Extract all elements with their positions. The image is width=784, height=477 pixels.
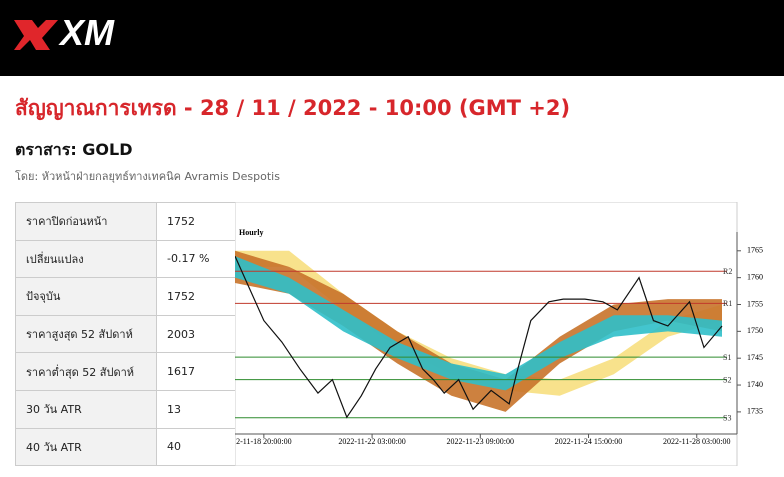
y-tick-label: 1745 bbox=[747, 353, 763, 362]
logo-icon bbox=[14, 20, 58, 50]
table-row: 30 วัน ATR 13 bbox=[15, 389, 236, 429]
table-cell: 1752 bbox=[156, 202, 236, 241]
table-cell: -0.17 % bbox=[156, 239, 236, 279]
level-label: S1 bbox=[723, 353, 731, 362]
table-row: เปลี่ยนแปลง -0.17 % bbox=[15, 239, 236, 279]
table-cell: 40 วัน ATR bbox=[15, 427, 157, 467]
table-cell: 1617 bbox=[156, 352, 236, 391]
y-tick-label: 1750 bbox=[747, 326, 763, 335]
chart: Hourly R2 R1 S1 S2 S3 1735 1740 1745 1750 1755 176… bbox=[235, 202, 763, 466]
logo[interactable]: XM bbox=[60, 12, 114, 53]
level-label: R1 bbox=[723, 299, 732, 308]
table-row: 40 วัน ATR 40 bbox=[15, 427, 236, 467]
stats-table: ราคาปิดก่อนหน้า 1752 เปลี่ยนแปลง -0.17 % ปัจ… bbox=[15, 202, 236, 467]
table-row: ราคาต่ำสุด 52 สัปดาห์ 1617 bbox=[15, 352, 236, 391]
level-label: S2 bbox=[723, 375, 731, 384]
table-cell: 13 bbox=[156, 389, 236, 429]
level-label: R2 bbox=[723, 267, 732, 276]
table-cell: ราคาสูงสุด 52 สัปดาห์ bbox=[15, 314, 157, 354]
y-tick-label: 1735 bbox=[747, 407, 763, 416]
table-cell: 40 bbox=[156, 427, 236, 467]
x-tick-label: 2-11-18 20:00:00 bbox=[236, 437, 291, 446]
table-cell: 2003 bbox=[156, 314, 236, 354]
instrument: ตราสาร: GOLD bbox=[15, 140, 133, 159]
price-line bbox=[235, 255, 723, 419]
author: โดย: หัวหน้าฝ่ายกลยุทธ์ทางเทคนิค Avramis… bbox=[15, 170, 280, 183]
table-cell: ปัจจุบัน bbox=[15, 277, 157, 316]
y-tick-label: 1755 bbox=[747, 299, 763, 308]
band bbox=[235, 256, 722, 391]
x-tick-label: 2022-11-28 03:00:00 bbox=[663, 437, 730, 446]
table-row: ปัจจุบัน 1752 bbox=[15, 277, 236, 316]
table-cell: 30 วัน ATR bbox=[15, 389, 157, 429]
level-label: S3 bbox=[723, 414, 731, 423]
y-tick-label: 1760 bbox=[747, 272, 763, 281]
table-cell: เปลี่ยนแปลง bbox=[15, 239, 157, 279]
header: XM bbox=[0, 0, 784, 76]
y-tick-label: 1765 bbox=[747, 246, 763, 255]
table-row: ราคาปิดก่อนหน้า 1752 bbox=[15, 202, 236, 241]
page-title: สัญญาณการเทรด - 28 / 11 / 2022 - 10:00 (… bbox=[15, 96, 571, 120]
table-row: ราคาสูงสุด 52 สัปดาห์ 2003 bbox=[15, 314, 236, 354]
x-tick-label: 2022-11-24 15:00:00 bbox=[555, 437, 622, 446]
table-cell: 1752 bbox=[156, 277, 236, 316]
chart-title: Hourly bbox=[239, 228, 263, 237]
table-cell: ราคาต่ำสุด 52 สัปดาห์ bbox=[15, 352, 157, 391]
table-cell: ราคาปิดก่อนหน้า bbox=[15, 202, 157, 241]
y-tick-label: 1740 bbox=[747, 380, 763, 389]
x-tick-label: 2022-11-23 09:00:00 bbox=[447, 437, 514, 446]
x-tick-label: 2022-11-22 03:00:00 bbox=[338, 437, 405, 446]
